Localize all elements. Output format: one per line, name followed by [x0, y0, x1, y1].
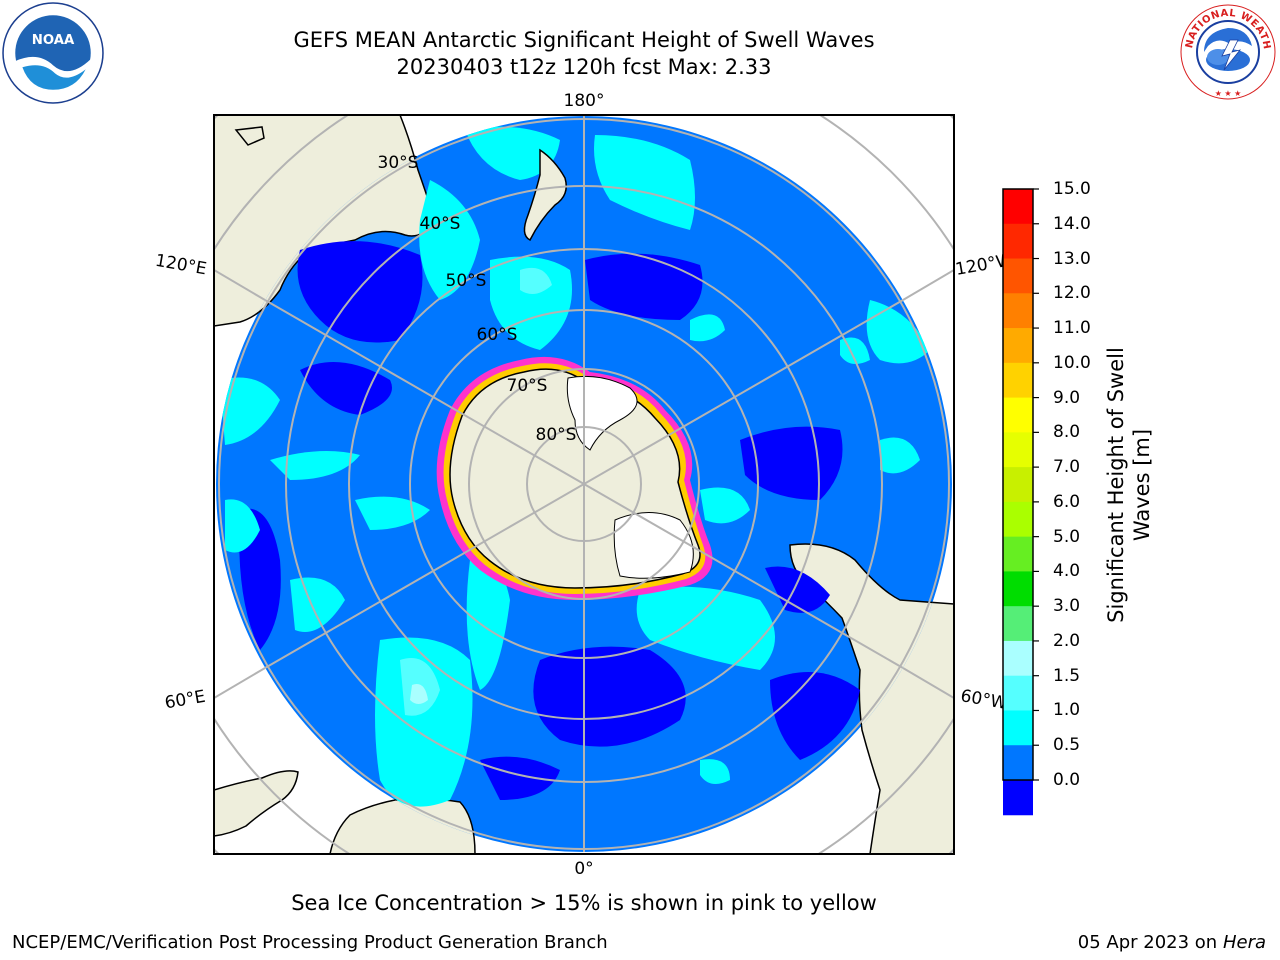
swell-lighter-regions	[410, 684, 428, 704]
colorbar-segment	[1003, 745, 1033, 781]
colorbar-segment	[1003, 293, 1033, 329]
colorbar-tick-label: 14.0	[1053, 213, 1091, 234]
colorbar-segment	[1003, 189, 1033, 225]
new-zealand	[523, 148, 567, 242]
noaa-logo: NOAA	[2, 2, 104, 104]
colorbar-tick-label: 5.0	[1053, 526, 1081, 547]
footer-date-text: 05 Apr 2023 on	[1077, 932, 1223, 953]
lat-label-30s: 30°S	[378, 153, 419, 173]
lat-label-60s: 60°S	[477, 325, 518, 345]
caption: Sea Ice Concentration > 15% is shown in …	[291, 891, 877, 915]
graticule-outer	[214, 115, 954, 854]
colorbar-segment	[1003, 780, 1033, 816]
colorbar-tick-label: 0.5	[1053, 735, 1081, 756]
colorbar-tick-label: 11.0	[1053, 318, 1091, 339]
colorbar-tick-label: 2.0	[1053, 630, 1081, 651]
svg-text:★ ★ ★: ★ ★ ★	[1215, 89, 1242, 98]
meridian-label-120e: 120°E	[154, 251, 208, 280]
graticule	[218, 116, 950, 852]
colorbar-tick-label: 8.0	[1053, 422, 1081, 443]
title-line-2: 20230403 t12z 120h fcst Max: 2.33	[396, 55, 772, 79]
colorbar-segment	[1003, 606, 1033, 642]
colorbar-segment	[1003, 467, 1033, 503]
colorbar-segment	[1003, 397, 1033, 433]
colorbar-segment	[1003, 432, 1033, 468]
colorbar-segment	[1003, 501, 1033, 538]
colorbar-tick-label: 9.0	[1053, 387, 1081, 408]
meridian-label-60e: 60°E	[163, 687, 207, 714]
lat-label-50s: 50°S	[446, 271, 487, 291]
colorbar-segment	[1003, 223, 1033, 260]
colorbar-segment	[1003, 328, 1033, 364]
title-line-1: GEFS MEAN Antarctic Significant Height o…	[293, 28, 875, 52]
lat-label-80s: 80°S	[536, 425, 577, 445]
colorbar-tick-label: 6.0	[1053, 491, 1081, 512]
swell-cyan-regions	[220, 126, 930, 807]
colorbar-segment	[1003, 675, 1033, 711]
meridian-label-0: 0°	[574, 859, 593, 879]
colorbar-segment	[1003, 710, 1033, 746]
colorbar-segment	[1003, 362, 1033, 399]
colorbar-segment	[1003, 536, 1033, 572]
colorbar-segment	[1003, 640, 1033, 677]
meridian-label-60w: 60°W	[959, 686, 1009, 714]
swell-low-regions	[239, 241, 860, 800]
colorbar-tick-label: 13.0	[1053, 248, 1091, 269]
colorbar-tick-label: 3.0	[1053, 596, 1081, 617]
map-frame	[213, 114, 955, 855]
footer-host: Hera	[1222, 932, 1266, 953]
colorbar-tick-label: 12.0	[1053, 283, 1091, 304]
footer-date: 05 Apr 2023 on Hera	[1078, 932, 1266, 953]
svg-text:NOAA: NOAA	[32, 33, 75, 48]
colorbar-tick-label: 4.0	[1053, 561, 1081, 582]
colorbar-tick-label: 1.5	[1053, 665, 1081, 686]
lat-label-70s: 70°S	[507, 376, 548, 396]
colorbar-segment	[1003, 571, 1033, 607]
colorbar-tick-marks	[1033, 188, 1039, 781]
colorbar-tick-label: 15.0	[1053, 179, 1091, 199]
nws-logo: NATIONAL WEATHER SERVICE ★ ★ ★	[1178, 2, 1276, 100]
meridian-label-180: 180°	[564, 91, 605, 111]
footer-credit: NCEP/EMC/Verification Post Processing Pr…	[12, 932, 608, 953]
colorbar-tick-label: 10.0	[1053, 352, 1091, 373]
colorbar	[1003, 189, 1033, 816]
colorbar-tick-label: 0.0	[1053, 770, 1081, 790]
colorbar-segment	[1003, 258, 1033, 294]
colorbar-frame	[1002, 188, 1034, 781]
colorbar-tick-label: 7.0	[1053, 457, 1081, 478]
weddell-ice-shelf	[613, 512, 694, 579]
colorbar-label: Significant Height of Swell Waves [m]	[1104, 347, 1154, 623]
lat-label-40s: 40°S	[420, 214, 461, 234]
colorbar-tick-label: 1.0	[1053, 700, 1081, 721]
